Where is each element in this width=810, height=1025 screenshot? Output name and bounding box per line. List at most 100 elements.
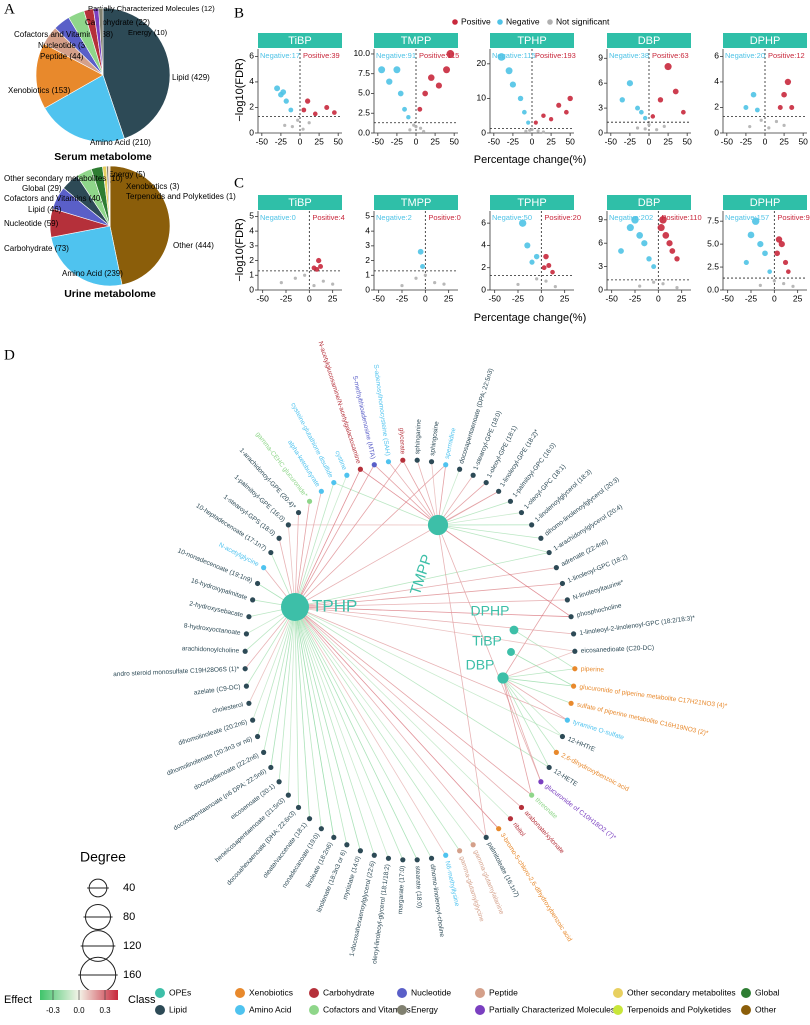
metabolite-label: arachidonoylcholine (182, 645, 240, 655)
data-point (442, 282, 446, 286)
data-point (318, 263, 323, 269)
data-point (418, 126, 423, 130)
edge (502, 650, 575, 679)
data-point (669, 248, 676, 254)
metabolite-node (507, 816, 514, 822)
data-point (541, 113, 546, 118)
annotation: Negative:91 (376, 51, 416, 60)
y-axis-title: −log10(FDR) (234, 218, 246, 281)
x-tick-label: 0 (414, 136, 419, 146)
annotation: Positive:0 (428, 213, 461, 222)
data-point (778, 241, 785, 248)
edge (502, 583, 563, 679)
slice-label: Xenobiotics (3) (126, 182, 180, 191)
y-tick-label: 2 (249, 102, 254, 112)
data-point (636, 232, 644, 239)
edge (257, 606, 296, 737)
x-tick-label: 25 (314, 136, 324, 146)
metabolite-node (428, 855, 435, 861)
data-point (754, 107, 760, 113)
data-point (321, 279, 325, 283)
data-point (639, 109, 644, 115)
metabolite-node (344, 842, 350, 848)
edge (294, 606, 299, 808)
edge (294, 606, 568, 721)
data-point (288, 107, 294, 113)
edge (294, 606, 575, 652)
degree-label: 160 (123, 969, 141, 981)
edge (246, 606, 296, 687)
data-point (666, 240, 673, 247)
x-tick-label: -50 (606, 293, 619, 303)
data-point (497, 53, 506, 61)
x-axis-title: Percentage change(%) (474, 312, 587, 324)
x-tick-label: 50 (798, 136, 808, 146)
annotation: Positive:110 (661, 213, 701, 222)
metabolite-node (243, 631, 250, 637)
edge (502, 677, 568, 721)
metabolite-node (371, 462, 377, 468)
metabolite-node (529, 522, 535, 528)
metabolite-label: N6-methyllysine (443, 860, 460, 907)
x-tick-label: 50 (565, 136, 575, 146)
y-tick-label: 2 (249, 255, 254, 265)
facet-strip (723, 195, 807, 210)
y-tick-label: 0 (249, 127, 254, 137)
metabolite-node (295, 804, 302, 811)
metabolite-node (507, 498, 514, 504)
panel-label: D (4, 347, 15, 363)
x-tick-label: -25 (512, 293, 525, 303)
data-point (781, 91, 787, 98)
y-tick-label: 9 (598, 214, 603, 224)
data-point (652, 280, 656, 284)
metabolite-node (570, 631, 577, 637)
edge (294, 491, 322, 608)
colorbar-label: 0.0 (73, 1006, 85, 1015)
data-point (408, 128, 412, 132)
colorbar-label: -0.3 (46, 1006, 60, 1015)
metabolite-label: 8-hydroxyoctanoate (183, 622, 241, 636)
data-point (397, 90, 404, 97)
data-point (550, 269, 555, 275)
edge (294, 464, 375, 608)
slice-label: Carbohydrate (22) (85, 18, 150, 27)
edge (294, 606, 474, 846)
data-point (446, 50, 455, 58)
metabolite-node (443, 462, 449, 468)
data-point (414, 125, 418, 129)
facet-title: TPHP (517, 197, 546, 209)
data-point (296, 118, 300, 122)
metabolite-label: arabonate/xylonate (523, 810, 566, 856)
metabolite-node (250, 717, 256, 723)
metabolite-label: tyramine O-sulfate (572, 719, 625, 742)
data-point (664, 63, 672, 71)
data-point (659, 216, 667, 224)
data-point (312, 111, 318, 117)
data-point (791, 284, 795, 288)
metabolite-label: N-acetylglucosamine/N-acetylgalactosamin… (317, 341, 362, 465)
x-tick-label: -50 (489, 293, 502, 303)
edge (437, 512, 522, 526)
metabolite-node (400, 857, 406, 863)
metabolite-label: margarate (17:0) (397, 866, 406, 915)
x-tick-label: 25 (328, 293, 338, 303)
data-point (638, 284, 642, 288)
facet-title: TiBP (288, 197, 311, 209)
class-swatch (235, 988, 245, 998)
metabolite-label: 1-linoleoyl-2-linolenoyl-GPC (18:2/18:3)… (579, 615, 696, 637)
annotation: Positive:4 (312, 213, 345, 222)
metabolite-label: S-adenosylhomocysteine (SAH) (372, 364, 391, 456)
slice-label: Amino Acid (210) (90, 138, 151, 147)
data-point (758, 283, 762, 288)
facet-title: TiBP (288, 35, 311, 47)
facet-strip (374, 33, 458, 48)
y-tick-label: 0 (714, 127, 719, 137)
class-swatch (309, 988, 319, 998)
y-tick-label: 5 (365, 211, 370, 221)
class-label: Carbohydrate (323, 987, 375, 997)
data-point (643, 127, 647, 131)
annotation: Positive:39 (303, 51, 340, 60)
data-point (422, 129, 426, 134)
metabolite-node (538, 535, 544, 541)
annotation: Negative:50 (492, 213, 532, 222)
